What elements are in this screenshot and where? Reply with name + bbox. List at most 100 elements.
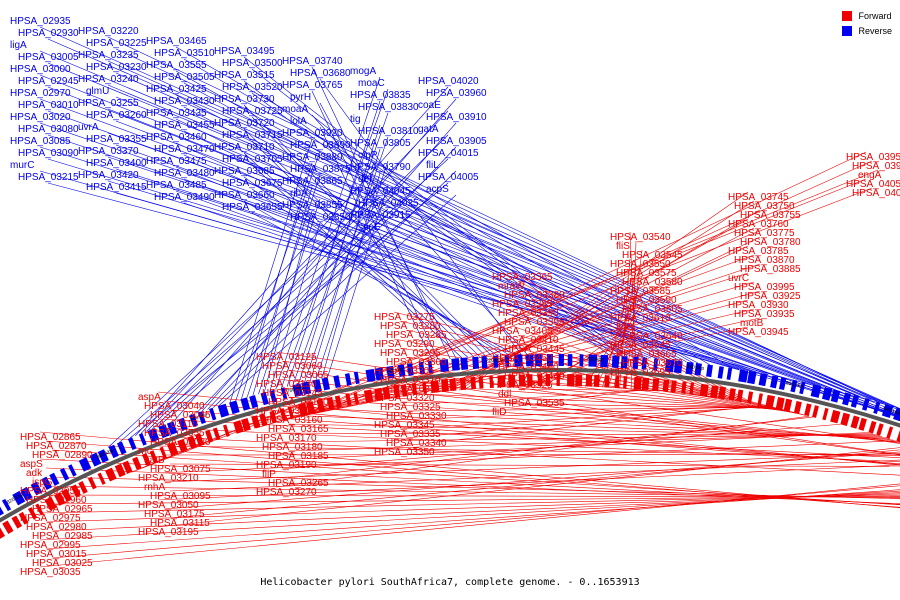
reverse-gene-arrow (673, 360, 683, 374)
reverse-leader-line (275, 76, 381, 390)
reverse-swatch (842, 25, 853, 36)
reverse-gene-arrow (706, 364, 713, 378)
forward-gene-label: HPSA_03535 (504, 398, 565, 409)
forward-leader-line (157, 440, 896, 474)
forward-gene-arrow (326, 396, 335, 410)
forward-gene-label: HPSA_03310 (380, 375, 441, 386)
forward-gene-arrow (251, 415, 261, 429)
forward-gene-arrow (132, 456, 142, 470)
forward-gene-label: ddl (498, 389, 511, 400)
reverse-leader-line (241, 162, 313, 400)
reverse-gene-label: HPSA_03730 (214, 94, 275, 105)
forward-gene-arrow (876, 423, 884, 436)
reverse-gene-label: HPSA_03655 (222, 202, 283, 213)
forward-gene-label: HPSA_03050 (138, 500, 199, 511)
forward-gene-label: HPSA_03385 (492, 299, 553, 310)
reverse-gene-label: HPSA_03675 (222, 178, 283, 189)
forward-leader-line (399, 406, 766, 430)
forward-gene-label: HPSA_04055 (846, 179, 900, 190)
reverse-gene-arrow (439, 359, 449, 372)
forward-gene-arrow (585, 374, 593, 387)
reverse-gene-arrow (178, 417, 188, 431)
reverse-gene-arrow (611, 355, 620, 368)
forward-gene-label: HPSA_03095 (150, 491, 211, 502)
forward-leader-line (45, 489, 900, 550)
reverse-gene-arrow (694, 362, 702, 376)
reverse-gene-label: HPSA_03470 (154, 144, 215, 155)
forward-gene-label: HPSA_03330 (386, 411, 447, 422)
reverse-gene-label: HPSA_03710 (214, 142, 275, 153)
reverse-leader-line (146, 134, 449, 432)
forward-gene-label: fliS (616, 241, 630, 252)
forward-gene-arrow (105, 467, 117, 482)
tick-label: 680 kbp (686, 364, 705, 372)
forward-leader-line (169, 463, 900, 467)
forward-gene-label: HPSA_03780 (740, 237, 801, 248)
reverse-gene-label: HPSA_04020 (418, 76, 479, 87)
reverse-gene-label: HPSA_03260 (86, 110, 147, 121)
forward-gene-label: HPSA_03270 (256, 487, 317, 498)
forward-gene-arrow (662, 379, 670, 392)
forward-gene-label: HPSA_03590 (616, 295, 677, 306)
forward-gene-arrow (287, 406, 294, 419)
reverse-gene-label: acpS (426, 184, 449, 195)
forward-gene-arrow (393, 385, 401, 398)
reverse-gene-arrow (862, 398, 870, 411)
forward-gene-arrow (18, 511, 29, 525)
forward-leader-line (163, 452, 900, 483)
reverse-gene-label: HPSA_03020 (10, 112, 71, 123)
reverse-gene-arrow (260, 392, 269, 406)
reverse-gene-label: murC (10, 160, 34, 171)
reverse-leader-line (47, 158, 900, 417)
forward-gene-arrow (345, 393, 352, 407)
forward-gene-label: HPSA_03145 (262, 388, 323, 399)
forward-gene-arrow (401, 384, 408, 397)
forward-leader-line (464, 191, 749, 391)
reverse-leader-line (107, 196, 381, 448)
forward-gene-arrow (886, 426, 894, 439)
forward-gene-label: HPSA_03110 (138, 419, 198, 430)
forward-gene-arrow (205, 429, 214, 443)
forward-gene-arrow (61, 488, 73, 503)
forward-leader-line (516, 357, 643, 387)
reverse-gene-arrow (685, 361, 694, 375)
reverse-gene-label: HPSA_04025 (358, 198, 419, 209)
reverse-gene-label: HPSA_03460 (146, 132, 207, 143)
label-leader-lines (39, 26, 900, 568)
forward-gene-arrow (604, 375, 610, 388)
reverse-leader-line (243, 128, 480, 357)
forward-gene-label: HPSA_03460 (498, 362, 559, 373)
reverse-gene-label: HPSA_03225 (86, 38, 147, 49)
reverse-gene-arrow (535, 354, 542, 367)
reverse-gene-label: HPSA_03435 (146, 108, 207, 119)
forward-leader-line (584, 312, 631, 387)
forward-gene-label: HPSA_02890 (32, 450, 93, 461)
forward-gene-label: HPSA_03950 (846, 152, 900, 163)
reverse-gene-label: HPSA_03660 (214, 190, 275, 201)
reverse-gene-arrow (1, 498, 12, 512)
reverse-gene-arrow (558, 354, 564, 367)
forward-gene-label: HPSA_03300 (386, 357, 447, 368)
forward-leader-line (630, 240, 637, 389)
reverse-leader-line (175, 94, 687, 363)
reverse-leader-line (251, 140, 475, 358)
forward-leader-line (45, 493, 900, 523)
reverse-gene-arrow (641, 357, 648, 370)
forward-gene-label: HPSA_03295 (380, 348, 441, 359)
forward-gene-label: HPSA_03265 (268, 478, 329, 489)
forward-gene-arrow (2, 520, 14, 534)
reverse-gene-label: HPSA_03855 (282, 200, 343, 211)
reverse-gene-arrow (301, 381, 312, 395)
forward-gene-label: HPSA_03315 (386, 384, 447, 395)
forward-gene-arrow (518, 374, 526, 387)
reverse-leader-line (319, 126, 433, 361)
tick-label: 760 kbp (286, 385, 305, 395)
reverse-gene-label: HPSA_03400 (86, 158, 147, 169)
reverse-gene-arrow (493, 355, 499, 368)
forward-gene-label: HPSA_03945 (728, 327, 789, 338)
forward-gene-label: HPSA_03165 (268, 424, 329, 435)
forward-leader-line (393, 405, 760, 448)
reverse-gene-label: HPSA_03680 (290, 68, 351, 79)
forward-gene-label: HPSA_03645 (610, 340, 671, 351)
reverse-gene-label: HPSA_03430 (154, 96, 215, 107)
